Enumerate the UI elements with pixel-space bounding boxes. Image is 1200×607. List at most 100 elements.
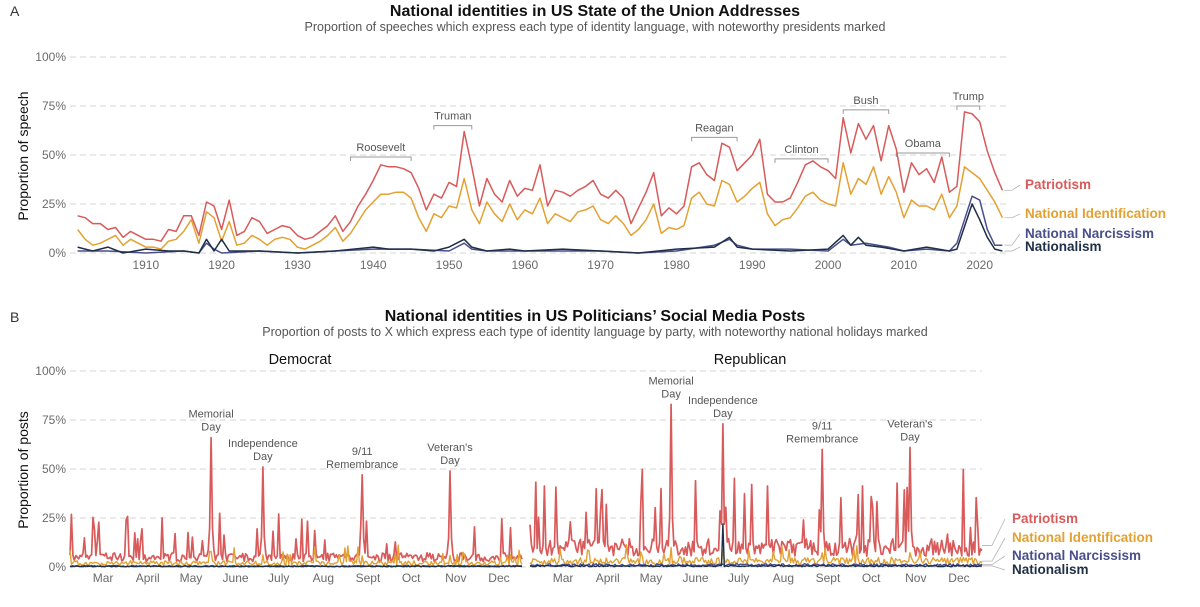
series-line-nationalism [77, 203, 1003, 254]
panel-a-xtick: 1970 [587, 258, 614, 272]
president-label: Bush [853, 95, 878, 107]
panel-a-xtick: 1980 [663, 258, 690, 272]
facet-1-series-line-identification [529, 544, 983, 566]
legend-leader-nationalism [1004, 246, 1021, 252]
panel-a-xtick: 2010 [891, 258, 918, 272]
panel-b-ytick: 25% [42, 511, 66, 525]
panel-b-legend-identification: National Identification [1012, 530, 1153, 545]
panel-b-legend-leader-narcissism [982, 555, 1006, 566]
legend-nationalism: Nationalism [1025, 239, 1102, 254]
president-label: Reagan [695, 122, 734, 134]
panel-a-xtick: 1950 [436, 258, 463, 272]
holiday-label: Independence [688, 395, 758, 407]
president-label: Clinton [784, 144, 818, 156]
president-label: Trump [953, 91, 984, 103]
panel-a-xtick: 2000 [815, 258, 842, 272]
panel-a-ytick: 50% [42, 148, 66, 162]
month-tick: Nov [905, 571, 926, 585]
legend-patriotism: Patriotism [1025, 177, 1091, 192]
month-tick: Mar [93, 571, 114, 585]
holiday-label: Day [253, 451, 273, 463]
panel-a-xtick: 1930 [284, 258, 311, 272]
president-label: Roosevelt [356, 142, 405, 154]
holiday-label: Day [201, 422, 221, 434]
month-tick: May [640, 571, 663, 585]
president-bracket [895, 152, 950, 158]
panel-a-xtick: 1990 [739, 258, 766, 272]
facet-1-series-line-nationalism [530, 523, 983, 568]
month-tick: Dec [948, 571, 969, 585]
holiday-label: Veteran's [427, 442, 473, 454]
series-line-identification [77, 162, 1004, 250]
facet-0-series-line-nationalism [69, 565, 523, 568]
month-tick: Sept [356, 571, 381, 585]
panel-b-legend-leader-identification [982, 537, 1006, 562]
panel-b-ytick: 50% [42, 462, 66, 476]
panel-a-xtick: 1910 [132, 258, 159, 272]
facet-0-series-line-patriotism [69, 436, 523, 563]
holiday-label: Remembrance [326, 459, 398, 471]
panel-a-letter: A [10, 3, 20, 19]
month-tick: May [180, 571, 203, 585]
panel-b-ytick: 0% [49, 560, 67, 574]
legend-leader-identification [1004, 213, 1021, 219]
month-tick: June [683, 571, 709, 585]
panel-b-letter: B [10, 309, 19, 325]
panel-a-subtitle: Proportion of speeches which express eac… [305, 20, 886, 34]
month-tick: Aug [313, 571, 334, 585]
president-bracket [433, 125, 473, 130]
holiday-label: 9/11 [812, 420, 833, 432]
panel-a-xtick: 1960 [511, 258, 538, 272]
panel-a-plot: 0% 25% 50% 75% 100% 1910 1920 1930 1940 1950 1960 1… [35, 50, 1166, 272]
president-bracket [956, 105, 981, 110]
panel-b-legend-patriotism: Patriotism [1012, 511, 1078, 526]
panel-b-legend-nationalism: Nationalism [1012, 562, 1089, 577]
panel-a-ytick: 75% [42, 99, 66, 113]
month-tick: Nov [445, 571, 466, 585]
panel-b-legend-leader-patriotism [982, 518, 1006, 546]
month-tick: July [268, 571, 289, 585]
panel-b-legend-leader-nationalism [982, 565, 1006, 571]
president-bracket [774, 158, 829, 163]
facet-label-democrat: Democrat [269, 352, 332, 368]
holiday-label: Day [900, 431, 920, 443]
month-tick: April [596, 571, 620, 585]
facet-label-republican: Republican [714, 352, 787, 368]
month-tick: Mar [553, 571, 574, 585]
holiday-label: Day [661, 388, 681, 400]
facet-0-series-line-identification [69, 544, 523, 567]
panel-b-plot: 0% 25% 50% 75% 100% Mar April May June July Aug Sep… [35, 364, 1153, 585]
holiday-label: Memorial [188, 409, 233, 421]
holiday-label: Memorial [648, 375, 693, 387]
legend-narcissism: National Narcissism [1025, 226, 1154, 241]
panel-a-title: National identities in US State of the U… [390, 3, 800, 20]
month-tick: Aug [773, 571, 794, 585]
panel-a-xtick: 1940 [360, 258, 387, 272]
president-label: Obama [905, 138, 942, 150]
president-bracket [349, 156, 412, 161]
holiday-label: Day [440, 455, 460, 467]
month-tick: Sept [816, 571, 841, 585]
president-bracket [842, 109, 890, 114]
holiday-label: Remembrance [786, 433, 858, 445]
panel-a-ytick: 0% [49, 246, 67, 260]
holiday-label: Day [713, 408, 733, 420]
panel-a-ylabel: Proportion of speech [15, 91, 31, 220]
panel-a-xtick: 2020 [966, 258, 993, 272]
president-label: Truman [434, 111, 472, 123]
legend-leader-patriotism [1004, 184, 1021, 191]
panel-b-legend-narcissism: National Narcissism [1012, 548, 1141, 563]
panel-b-subtitle: Proportion of posts to X which express e… [262, 325, 927, 339]
month-tick: July [728, 571, 749, 585]
president-bracket [691, 136, 738, 142]
facet-1-series-line-patriotism [529, 403, 983, 558]
panel-b-ylabel: Proportion of posts [15, 411, 31, 529]
panel-b-title: National identities in US Politicians’ S… [385, 308, 806, 325]
panel-b-ytick: 100% [35, 364, 66, 378]
holiday-label: Independence [228, 438, 298, 450]
panel-b-ytick: 75% [42, 413, 66, 427]
legend-identification: National Identification [1025, 206, 1166, 221]
month-tick: Oct [862, 571, 881, 585]
series-line-patriotism [77, 111, 1004, 242]
